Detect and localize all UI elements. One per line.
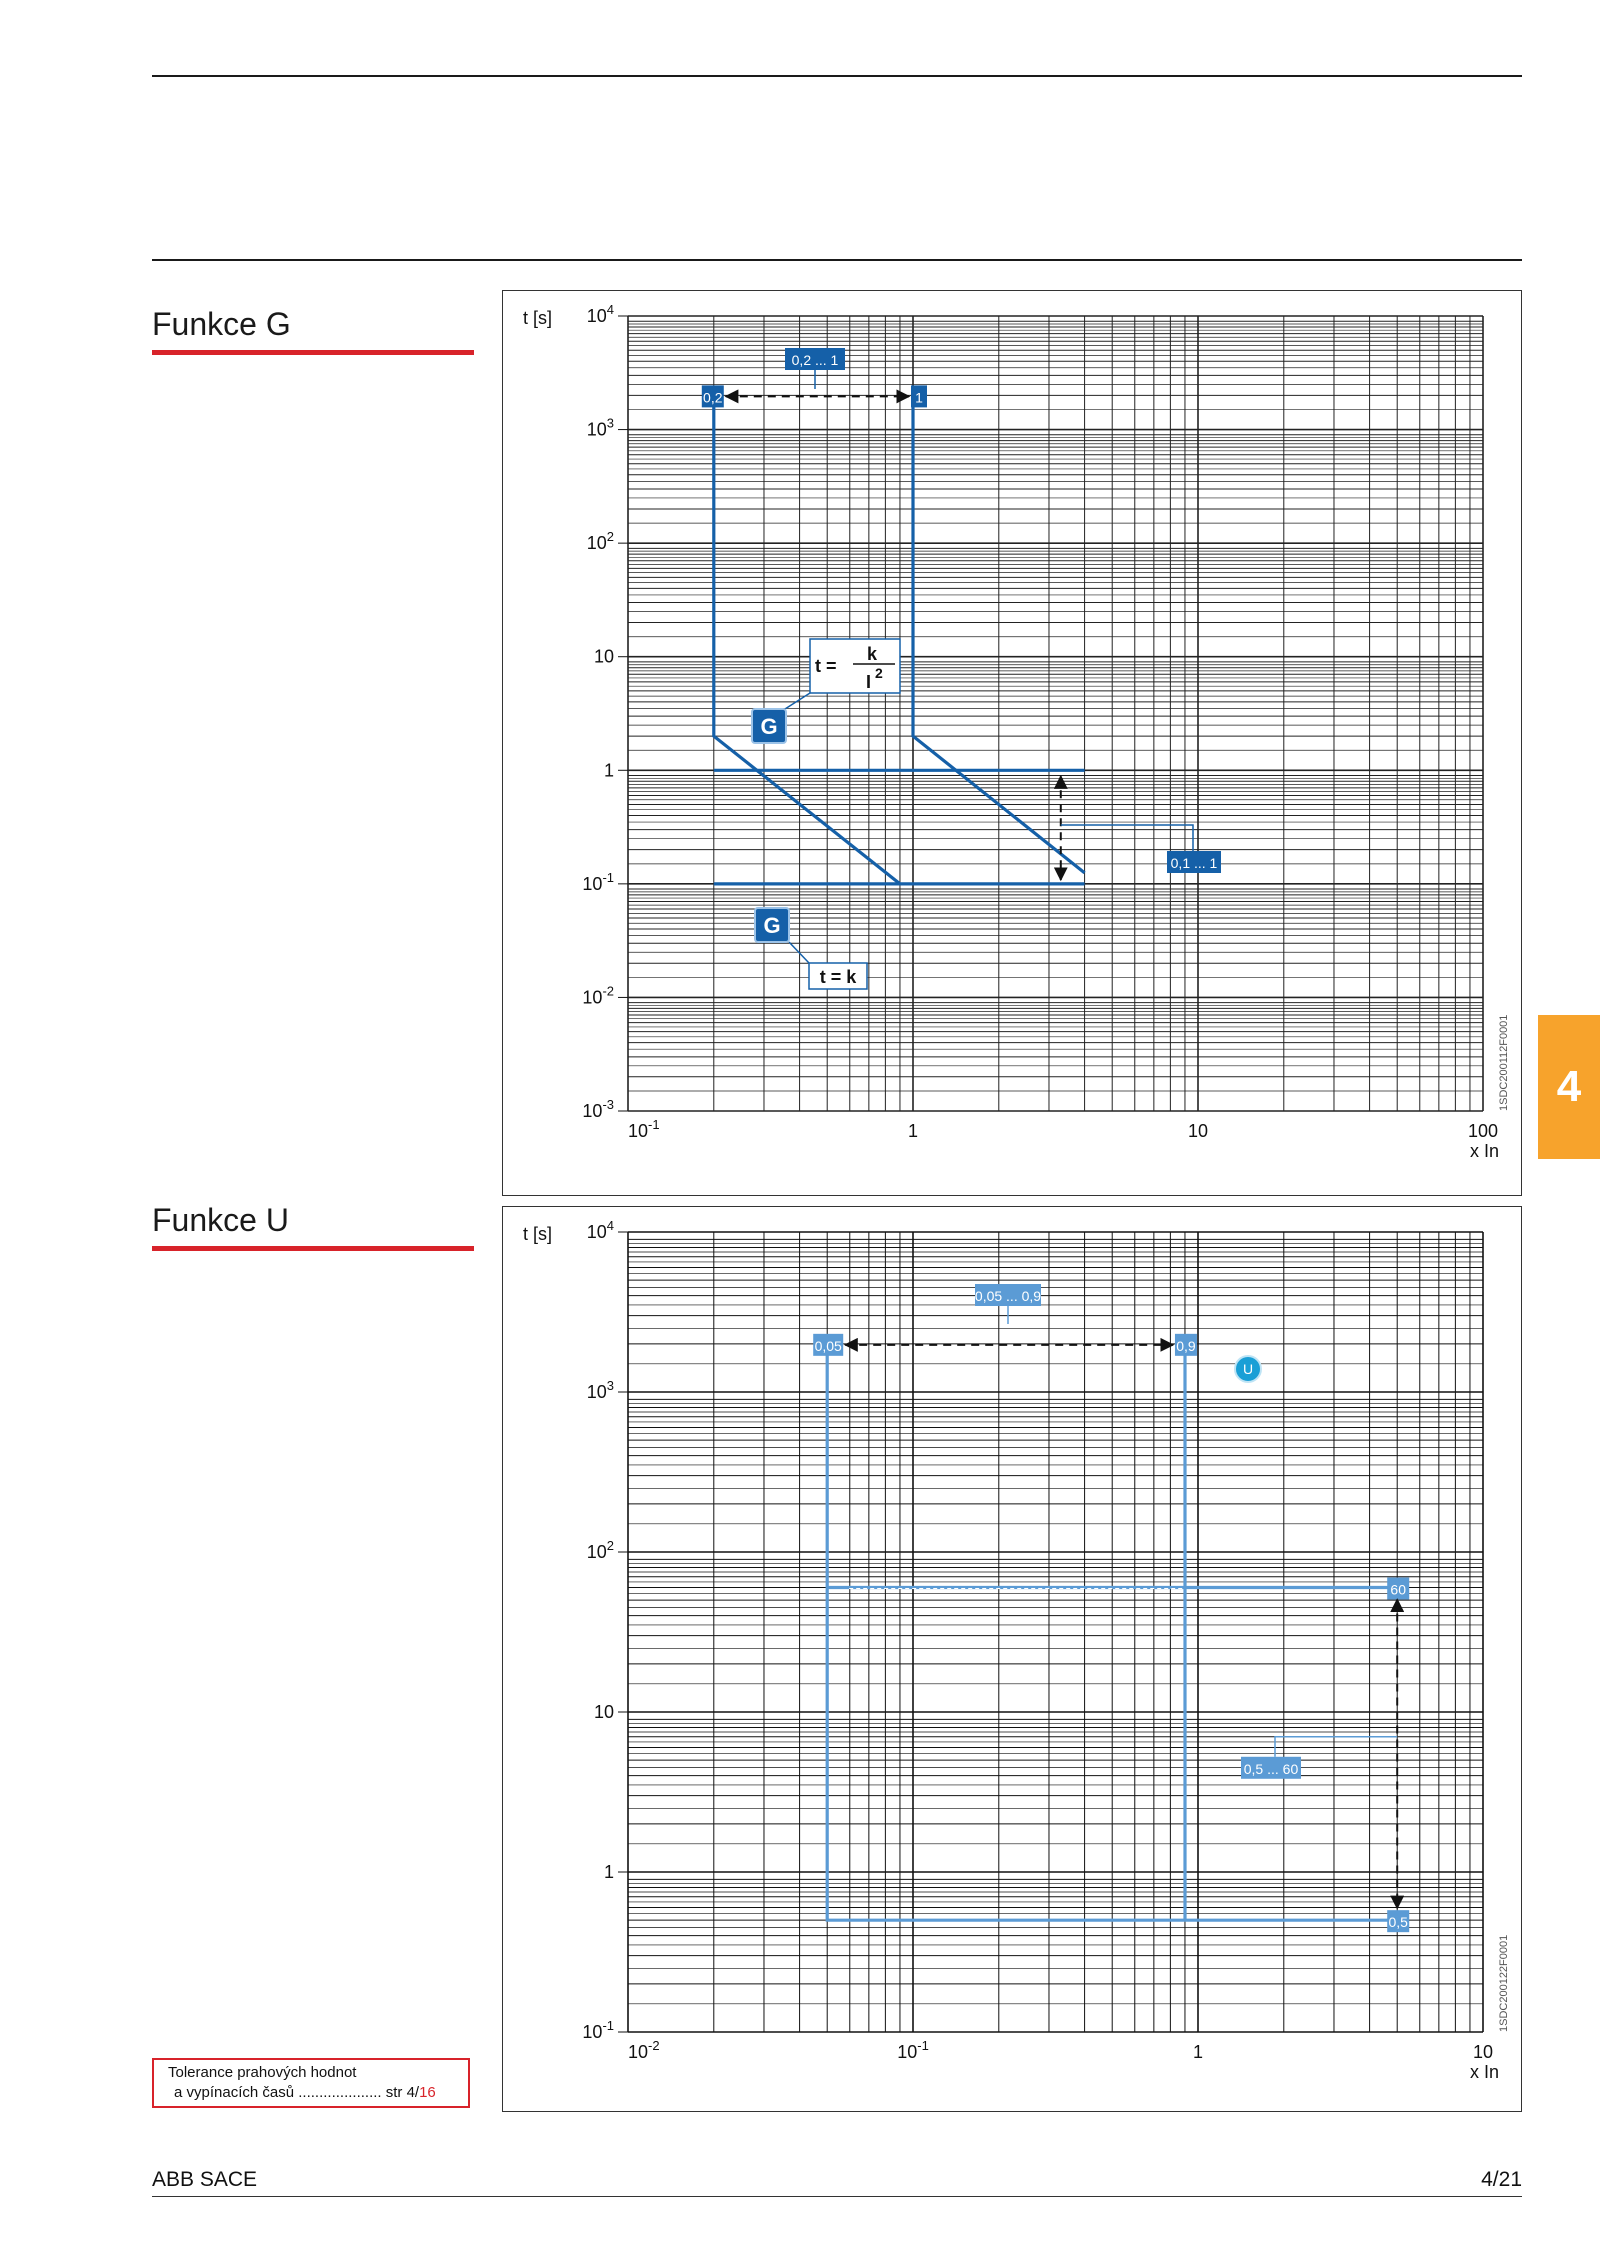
footer-page-number: 4/21	[1481, 2168, 1522, 2191]
label-min-i-bg	[701, 385, 724, 408]
doc-code: 1SDC200112F0001	[1498, 1015, 1510, 1111]
section-title-g: Funkce G	[152, 306, 291, 342]
chart-g-frame: 104 103 102 10 1 10-1 10-2 10-3 10-1 1 10 100 t [s] x…	[502, 290, 1522, 1196]
y-tick-label: 104	[587, 1218, 614, 1242]
label-range-t: 0,1 ... 1	[1171, 855, 1218, 871]
y-tick-label: 104	[587, 302, 614, 326]
u-badge-letter: U	[1243, 1361, 1253, 1377]
x-axis-label: x In	[1470, 1141, 1499, 1161]
u-badge-icon	[1234, 1355, 1262, 1383]
leader-range-t	[1274, 1736, 1398, 1757]
tolerance-line1: Tolerance prahových hodnot	[168, 2064, 357, 2081]
y-tick-label: 10-3	[582, 1097, 614, 1121]
tolerance-page-link[interactable]: 16	[419, 2084, 436, 2101]
chart-u-frame: 104 103 102 10 1 10-1 10-2 10-1 1 10 t [s] x In 1SDC…	[502, 1206, 1522, 2112]
formula-box	[809, 638, 901, 694]
label-max-t: 60	[1390, 1581, 1406, 1597]
y-tick-label: 10-1	[582, 2018, 614, 2042]
leader-tk	[788, 941, 810, 964]
x-tick-label: 10	[1188, 1121, 1208, 1141]
x-tick-label: 1	[1193, 2042, 1203, 2062]
label-min-i-bg	[813, 1333, 844, 1356]
leader-formula	[784, 692, 811, 710]
x-tick-label: 1	[908, 1121, 918, 1141]
x-tick-label: 100	[1468, 1121, 1498, 1141]
label-min-i: 0,2	[703, 389, 723, 405]
y-tick-label: 102	[587, 529, 614, 553]
label-range-i: 0,2 ... 1	[792, 352, 839, 368]
label-max-t-bg	[1387, 1577, 1410, 1600]
label-range-t-bg	[1241, 1756, 1301, 1779]
tolerance-line2-text: a vypínacích časů .................... s…	[174, 2084, 420, 2101]
y-axis-label: t [s]	[523, 308, 552, 328]
formula-denominator: I	[866, 672, 871, 692]
label-max-i-bg	[1174, 1333, 1197, 1356]
label-min-t: 0,5	[1388, 1914, 1408, 1930]
formula-exponent: 2	[875, 665, 883, 681]
formula-tk: t = k	[820, 967, 858, 987]
y-tick-label: 103	[587, 1378, 614, 1402]
y-tick-label: 1	[604, 1862, 614, 1882]
label-range-t-bg	[1167, 851, 1221, 873]
chapter-tab: 4	[1538, 1015, 1600, 1159]
y-tick-label: 10	[594, 1702, 614, 1722]
label-min-i: 0,05	[815, 1338, 842, 1354]
tolerance-note[interactable]: Tolerance prahových hodnot a vypínacích …	[152, 2058, 470, 2108]
curve-series-3	[911, 395, 1086, 875]
tolerance-line2: a vypínacích časů .................... s…	[174, 2083, 468, 2103]
y-axis-label: t [s]	[523, 1224, 552, 1244]
label-range-i: 0,05 ... 0,9	[975, 1288, 1041, 1304]
y-tick-label: 10-2	[582, 983, 614, 1007]
curve-series-0	[712, 395, 901, 886]
section-title-u: Funkce U	[152, 1202, 289, 1238]
label-max-i: 1	[915, 389, 923, 405]
x-axis-label: x In	[1470, 2062, 1499, 2082]
g-badge-icon	[751, 708, 787, 744]
footer-company: ABB SACE	[152, 2168, 258, 2191]
formula-numerator: k	[867, 644, 878, 664]
g-badge-letter: G	[760, 714, 777, 739]
label-range-i-bg	[975, 1284, 1041, 1306]
label-range-t: 0,5 ... 60	[1244, 1761, 1299, 1777]
top-rule-2	[152, 259, 1522, 261]
footer-rule	[152, 2196, 1522, 2197]
formula-t-eq: t =	[815, 656, 837, 676]
y-tick-label: 103	[587, 416, 614, 440]
x-tick-label: 10	[1473, 2042, 1493, 2062]
top-rule-1	[152, 75, 1522, 77]
doc-code: 1SDC200122F0001	[1498, 1935, 1510, 2032]
section-underline-u	[152, 1246, 474, 1251]
x-tick-label: 10-1	[897, 2038, 929, 2062]
curve-series-0	[825, 1343, 1398, 1922]
g-badge-icon-2	[754, 907, 790, 943]
y-tick-label: 10-1	[582, 870, 614, 894]
y-tick-label: 102	[587, 1538, 614, 1562]
label-min-t-bg	[1387, 1910, 1410, 1933]
x-tick-label: 10-1	[628, 1117, 660, 1141]
y-tick-label: 10	[594, 647, 614, 667]
label-range-i-bg	[785, 348, 845, 370]
section-underline-g	[152, 350, 474, 355]
g-badge-letter-2: G	[763, 913, 780, 938]
formula-tk-box	[808, 962, 868, 990]
x-tick-label: 10-2	[628, 2038, 660, 2062]
y-tick-label: 1	[604, 760, 614, 780]
label-max-i: 0,9	[1176, 1338, 1196, 1354]
label-max-i-bg	[911, 385, 927, 408]
